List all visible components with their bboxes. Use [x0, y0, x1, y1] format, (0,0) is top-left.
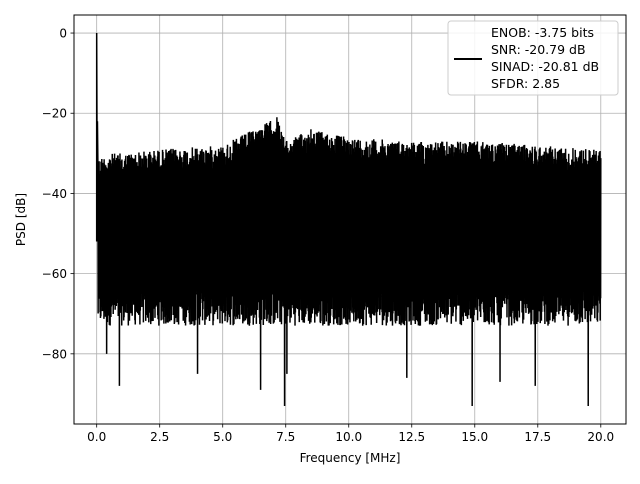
y-tick-label: −20	[42, 107, 67, 121]
axis-ticks: 0.0 2.5 5.0 7.5 10.0 12.5 15.0 17.5 20.0 0 −20 −40 −…	[42, 27, 614, 444]
y-tick-label: −80	[42, 347, 67, 361]
plot-area	[95, 33, 602, 406]
legend-box	[447, 20, 619, 96]
y-tick-label: 0	[59, 27, 67, 41]
x-tick-label: 15.0	[461, 430, 488, 444]
y-axis-label: PSD [dB]	[14, 193, 28, 246]
legend-entry-enob: ENOB: -3.75 bits	[491, 25, 594, 40]
x-tick-label: 7.5	[276, 430, 295, 444]
x-tick-label: 20.0	[587, 430, 614, 444]
x-tick-label: 10.0	[335, 430, 362, 444]
x-axis-label: Frequency [MHz]	[300, 451, 401, 465]
x-tick-label: 12.5	[398, 430, 425, 444]
y-tick-label: −40	[42, 187, 67, 201]
x-tick-label: 17.5	[524, 430, 551, 444]
legend-entry-sfdr: SFDR: 2.85	[491, 76, 560, 91]
x-tick-label: 5.0	[213, 430, 232, 444]
legend-entry-sinad: SINAD: -20.81 dB	[491, 59, 599, 74]
legend: ENOB: -3.75 bits SNR: -20.79 dB SINAD: -…	[447, 20, 619, 96]
axes-frame	[73, 14, 627, 425]
x-tick-label: 0.0	[87, 430, 106, 444]
x-tick-label: 2.5	[150, 430, 169, 444]
y-tick-label: −60	[42, 267, 67, 281]
legend-entry-snr: SNR: -20.79 dB	[491, 42, 586, 57]
psd-series-line	[95, 33, 602, 406]
